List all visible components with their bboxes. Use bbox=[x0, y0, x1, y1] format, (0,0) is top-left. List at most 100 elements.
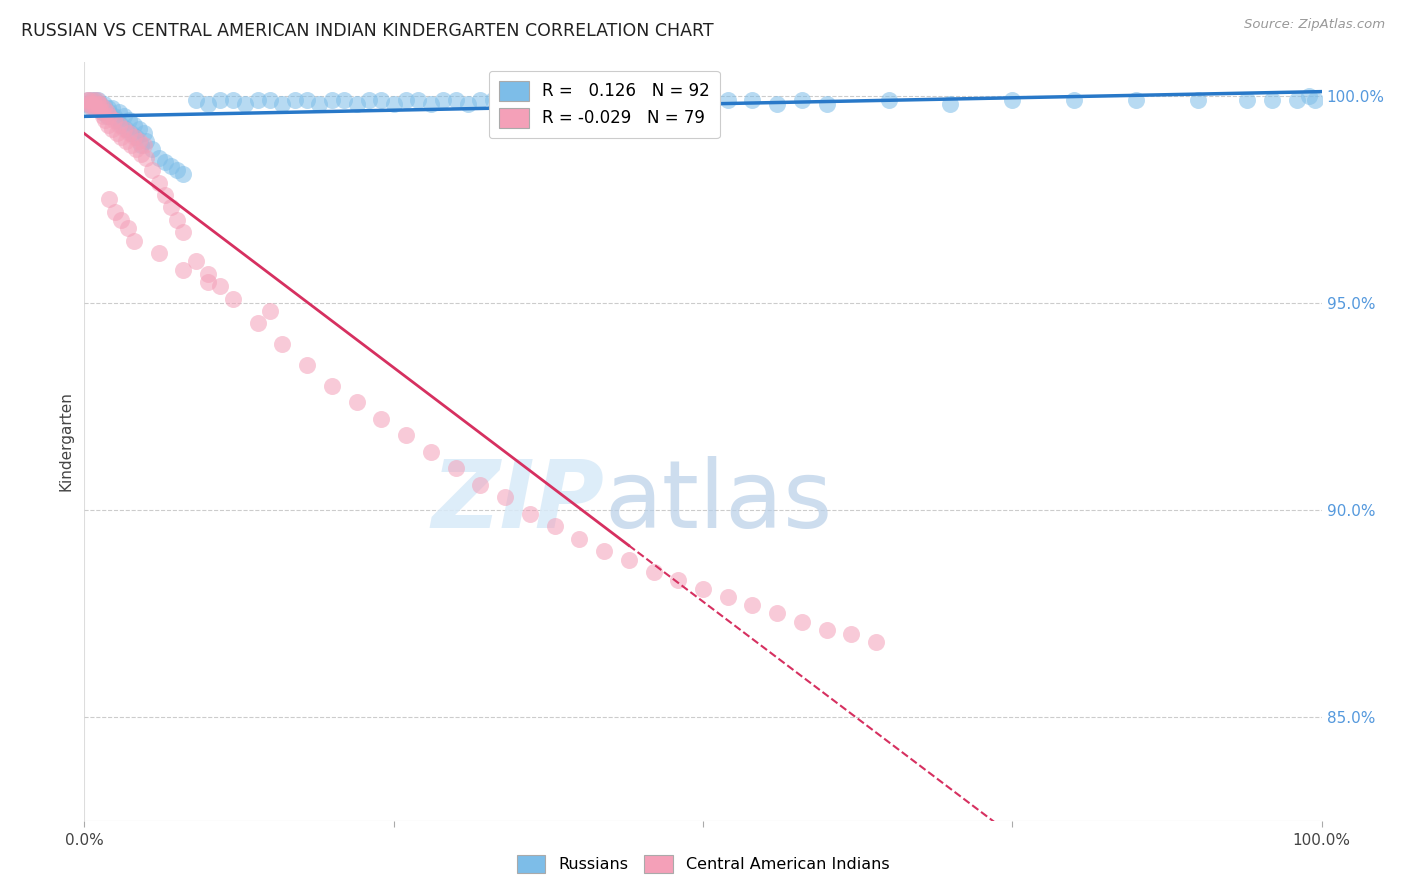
Point bbox=[321, 378, 343, 392]
Point bbox=[333, 93, 356, 107]
Point bbox=[122, 130, 145, 145]
Point bbox=[1261, 93, 1284, 107]
Point bbox=[166, 163, 188, 178]
Point bbox=[100, 121, 122, 136]
Point bbox=[122, 234, 145, 248]
Point bbox=[122, 118, 145, 132]
Point bbox=[197, 267, 219, 281]
Point bbox=[76, 96, 98, 111]
Point bbox=[790, 615, 813, 629]
Point bbox=[568, 532, 591, 546]
Point bbox=[82, 96, 104, 111]
Point bbox=[89, 101, 111, 115]
Y-axis label: Kindergarten: Kindergarten bbox=[58, 392, 73, 491]
Point bbox=[184, 254, 207, 268]
Point bbox=[666, 93, 689, 107]
Point bbox=[470, 478, 492, 492]
Point bbox=[108, 118, 131, 132]
Point bbox=[166, 213, 188, 227]
Point bbox=[790, 93, 813, 107]
Point bbox=[370, 411, 392, 425]
Point bbox=[79, 93, 101, 107]
Legend: Russians, Central American Indians: Russians, Central American Indians bbox=[510, 848, 896, 880]
Point bbox=[132, 126, 155, 140]
Point bbox=[79, 96, 101, 111]
Point bbox=[865, 635, 887, 649]
Point bbox=[97, 101, 120, 115]
Point bbox=[141, 143, 163, 157]
Point bbox=[120, 138, 142, 153]
Point bbox=[93, 96, 115, 111]
Point bbox=[172, 262, 194, 277]
Point bbox=[118, 113, 141, 128]
Point bbox=[197, 275, 219, 289]
Point bbox=[457, 96, 479, 111]
Point bbox=[346, 395, 368, 409]
Point bbox=[83, 96, 105, 111]
Text: atlas: atlas bbox=[605, 456, 832, 549]
Point bbox=[153, 188, 176, 202]
Point bbox=[1063, 93, 1085, 107]
Point bbox=[110, 213, 132, 227]
Point bbox=[184, 93, 207, 107]
Point bbox=[135, 151, 157, 165]
Point bbox=[717, 93, 740, 107]
Point bbox=[93, 101, 115, 115]
Point bbox=[96, 105, 118, 120]
Point bbox=[160, 201, 183, 215]
Point bbox=[593, 544, 616, 558]
Point bbox=[494, 96, 516, 111]
Point bbox=[692, 96, 714, 111]
Point bbox=[519, 96, 541, 111]
Point bbox=[197, 96, 219, 111]
Point bbox=[105, 113, 128, 128]
Point bbox=[77, 96, 100, 111]
Point bbox=[90, 105, 112, 120]
Point bbox=[91, 101, 114, 115]
Point bbox=[1236, 93, 1258, 107]
Point bbox=[105, 126, 128, 140]
Point bbox=[120, 126, 142, 140]
Point bbox=[1305, 93, 1327, 107]
Point bbox=[97, 118, 120, 132]
Point bbox=[284, 93, 307, 107]
Point bbox=[117, 221, 139, 235]
Point bbox=[395, 93, 418, 107]
Point bbox=[531, 93, 554, 107]
Point bbox=[209, 93, 232, 107]
Point bbox=[815, 623, 838, 637]
Point bbox=[815, 96, 838, 111]
Point bbox=[112, 121, 135, 136]
Point bbox=[110, 130, 132, 145]
Point bbox=[419, 96, 441, 111]
Legend: R =   0.126   N = 92, R = -0.029   N = 79: R = 0.126 N = 92, R = -0.029 N = 79 bbox=[489, 70, 720, 138]
Point bbox=[643, 93, 665, 107]
Point bbox=[481, 93, 503, 107]
Point bbox=[295, 358, 318, 372]
Point bbox=[125, 130, 148, 145]
Point bbox=[103, 113, 125, 128]
Point bbox=[741, 93, 763, 107]
Point bbox=[79, 101, 101, 115]
Point bbox=[89, 96, 111, 111]
Point bbox=[172, 167, 194, 181]
Point bbox=[79, 96, 101, 111]
Point bbox=[89, 101, 111, 115]
Point bbox=[617, 552, 640, 566]
Point bbox=[89, 96, 111, 111]
Point bbox=[494, 491, 516, 505]
Point bbox=[80, 101, 103, 115]
Point bbox=[96, 109, 118, 123]
Point bbox=[444, 93, 467, 107]
Point bbox=[110, 118, 132, 132]
Point bbox=[98, 192, 121, 206]
Point bbox=[506, 93, 529, 107]
Point bbox=[419, 445, 441, 459]
Point bbox=[408, 93, 430, 107]
Point bbox=[470, 93, 492, 107]
Point bbox=[100, 101, 122, 115]
Point bbox=[766, 607, 789, 621]
Point bbox=[135, 134, 157, 148]
Point bbox=[246, 93, 269, 107]
Point bbox=[160, 159, 183, 173]
